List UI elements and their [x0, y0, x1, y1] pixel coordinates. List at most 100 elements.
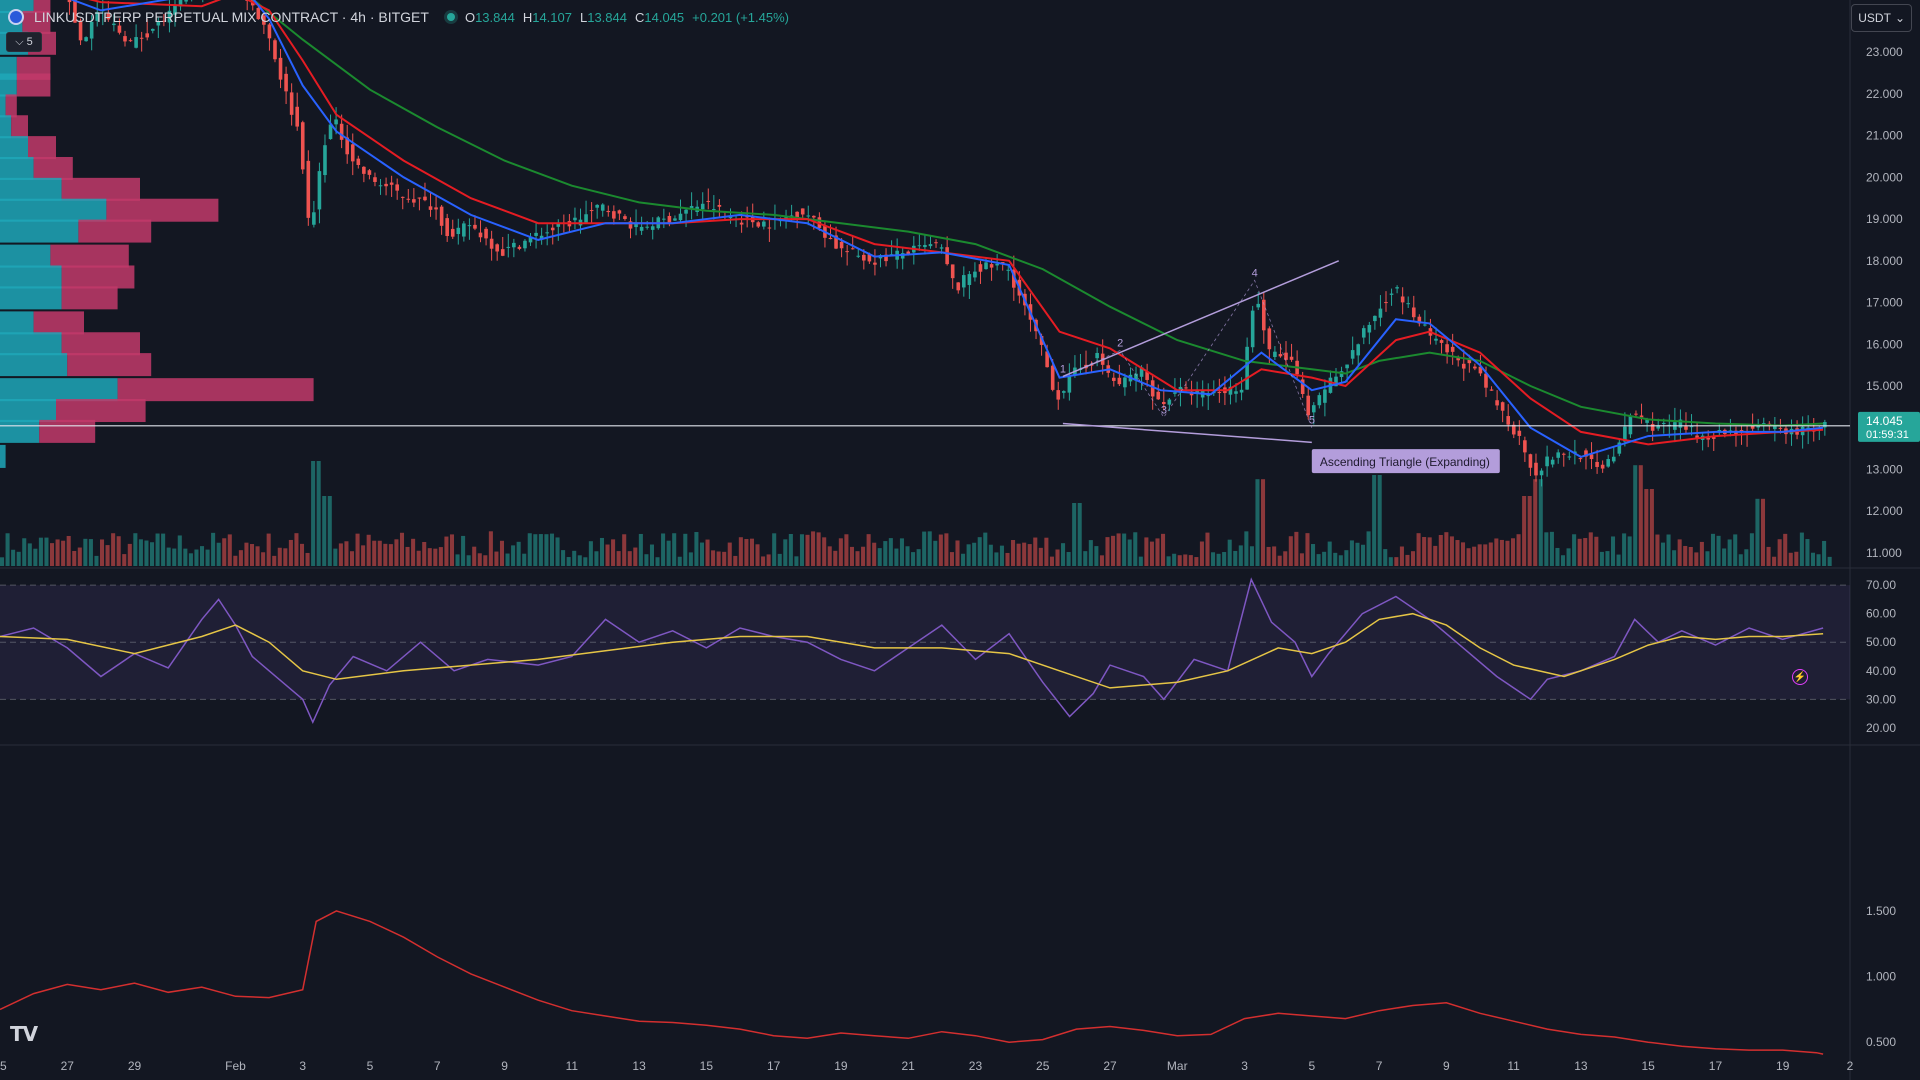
volume-bar — [1027, 544, 1032, 566]
volume-profile-bar — [0, 286, 62, 310]
candle-body — [523, 240, 527, 249]
time-tick-label: 9 — [501, 1059, 508, 1073]
volume-bar — [1683, 545, 1688, 566]
volume-bar — [1355, 542, 1360, 566]
volume-bar — [33, 548, 38, 566]
volume-bar — [1672, 550, 1677, 566]
candle-body — [278, 57, 283, 80]
volume-bar — [77, 547, 82, 566]
volume-bar — [1494, 538, 1499, 566]
volume-bar — [1199, 541, 1204, 566]
candle-body — [112, 23, 116, 26]
volume-bar — [627, 551, 632, 566]
volume-bar — [1638, 465, 1643, 566]
volume-bar — [1438, 534, 1443, 566]
volume-bar — [1477, 544, 1482, 566]
candle-body — [1511, 424, 1516, 435]
volume-bar — [1483, 544, 1488, 566]
candle-body — [545, 232, 549, 234]
candle-body — [678, 213, 683, 221]
candle-body — [745, 216, 749, 218]
volume-bar — [938, 534, 943, 566]
currency-dropdown[interactable]: USDT ⌄ — [1851, 4, 1912, 32]
volume-bar — [1394, 557, 1399, 566]
volume-bar — [1660, 542, 1666, 566]
candle-body — [1450, 346, 1455, 352]
volume-bar — [1627, 536, 1632, 566]
volume-bar — [505, 553, 510, 566]
lower-tick-label: 0.500 — [1866, 1035, 1896, 1049]
candle-body — [1623, 426, 1627, 442]
indicators-collapse-button[interactable]: ⌵ 5 — [6, 32, 42, 52]
candle-body — [1439, 340, 1444, 343]
volume-profile-bar — [0, 94, 6, 118]
candle-body — [1750, 425, 1755, 429]
volume-bar — [688, 552, 693, 566]
volume-bar — [0, 557, 5, 566]
open-value: 13.844 — [475, 9, 515, 25]
volume-bar — [1772, 556, 1777, 566]
candle-body — [556, 222, 561, 227]
volume-bar — [1822, 540, 1827, 566]
volume-bar — [327, 496, 332, 566]
candle-body — [634, 222, 638, 228]
volume-bar — [1455, 540, 1460, 566]
pattern-point-label: 4 — [1252, 267, 1258, 279]
volume-bar — [755, 544, 760, 566]
volume-bar — [155, 533, 160, 566]
volume-bar — [1783, 533, 1788, 566]
candle-body — [1461, 363, 1466, 369]
volume-bar — [1349, 540, 1354, 566]
candle-body — [539, 235, 544, 239]
volume-bar — [783, 539, 788, 566]
volume-bar — [1688, 546, 1693, 566]
candle-body — [1134, 373, 1138, 381]
candle-body — [717, 204, 722, 207]
volume-bar — [1099, 555, 1104, 566]
candle-body — [739, 222, 744, 225]
volume-bar — [999, 545, 1004, 566]
symbol-title[interactable]: LINKUSDTPERP PERPETUAL MIX CONTRACT · 4h… — [34, 9, 429, 25]
volume-profile-bar — [0, 419, 40, 443]
volume-profile-bar — [11, 115, 28, 139]
candle-body — [1306, 395, 1311, 416]
volume-bar — [88, 539, 93, 566]
volume-bar — [1727, 539, 1732, 566]
lightning-icon[interactable]: ⚡ — [1792, 669, 1808, 685]
volume-bar — [116, 536, 121, 566]
candle-body — [1689, 426, 1694, 428]
candle-body — [1484, 373, 1488, 388]
candle-body — [1695, 435, 1699, 438]
candle-body — [334, 119, 338, 125]
volume-profile-bar — [0, 332, 62, 356]
volume-bar — [944, 533, 949, 566]
volume-bar — [105, 545, 110, 566]
volume-bar — [461, 535, 466, 566]
candle-body — [962, 275, 966, 288]
volume-bar — [1388, 557, 1393, 566]
candle-body — [350, 144, 355, 162]
volume-bar — [416, 550, 421, 566]
candle-body — [78, 20, 83, 41]
volume-bar — [611, 539, 616, 566]
price-tick-label: 12.000 — [1866, 504, 1903, 518]
volume-bar — [99, 539, 105, 566]
volume-bar — [1583, 538, 1588, 566]
price-tick-label: 17.000 — [1866, 296, 1903, 310]
candle-body — [789, 215, 794, 217]
tradingview-logo-icon[interactable]: TV — [10, 1022, 38, 1046]
volume-bar — [1133, 532, 1138, 566]
volume-bar — [1294, 531, 1299, 566]
volume-bar — [1722, 548, 1727, 566]
volume-bar — [533, 534, 538, 566]
volume-bar — [1216, 553, 1221, 566]
candle-body — [312, 212, 316, 225]
pattern-point-label: 5 — [1309, 415, 1315, 427]
time-tick-label: 19 — [1776, 1059, 1790, 1073]
volume-bar — [1044, 537, 1049, 566]
candle-body — [123, 36, 127, 42]
candle-body — [500, 249, 505, 256]
candle-body — [467, 225, 472, 227]
candle-body — [756, 222, 761, 227]
